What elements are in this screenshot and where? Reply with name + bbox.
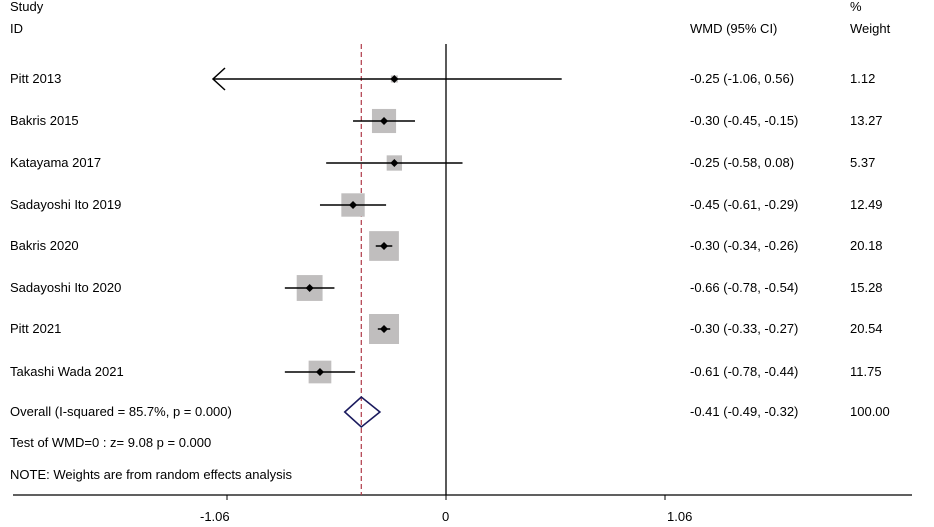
study-ci: -0.25 (-0.58, 0.08)	[690, 155, 795, 170]
overall-weight: 100.00	[850, 404, 890, 419]
study-weight: 20.18	[850, 238, 883, 253]
weights-note: NOTE: Weights are from random effects an…	[10, 467, 293, 482]
study-point-estimate	[390, 159, 399, 167]
study-id: Bakris 2015	[10, 113, 79, 128]
study-id: Pitt 2021	[10, 321, 62, 336]
ci-arrow-left	[211, 67, 226, 91]
test-statistic-label: Test of WMD=0 : z= 9.08 p = 0.000	[10, 435, 212, 450]
study-ci: -0.61 (-0.78, -0.44)	[690, 364, 799, 379]
study-id: Pitt 2013	[10, 71, 62, 86]
study-weight: 20.54	[850, 321, 883, 336]
study-point-estimate	[315, 368, 324, 376]
effect-column-header: WMD (95% CI)	[690, 21, 778, 36]
id-column-header: ID	[10, 21, 23, 36]
study-point-estimate	[349, 201, 358, 209]
study-weight: 12.49	[850, 197, 883, 212]
study-weight: 13.27	[850, 113, 883, 128]
study-id: Sadayoshi Ito 2019	[10, 197, 122, 212]
study-ci: -0.66 (-0.78, -0.54)	[690, 280, 799, 295]
study-id: Katayama 2017	[10, 155, 102, 170]
study-point-estimate	[390, 75, 399, 83]
overall-label: Overall (I-squared = 85.7%, p = 0.000)	[10, 404, 232, 419]
study-ci: -0.30 (-0.45, -0.15)	[690, 113, 799, 128]
study-point-estimate	[380, 325, 389, 333]
x-tick-label: 0	[442, 509, 450, 524]
study-ci: -0.45 (-0.61, -0.29)	[690, 197, 799, 212]
study-id: Takashi Wada 2021	[10, 364, 124, 379]
study-ci: -0.25 (-1.06, 0.56)	[690, 71, 795, 86]
overall-diamond	[343, 395, 382, 429]
study-ci: -0.30 (-0.34, -0.26)	[690, 238, 799, 253]
study-weight: 5.37	[850, 155, 876, 170]
study-weight: 15.28	[850, 280, 883, 295]
overall-ci: -0.41 (-0.49, -0.32)	[690, 404, 799, 419]
study-id: Bakris 2020	[10, 238, 79, 253]
weight-column-header: Weight	[850, 21, 891, 36]
study-point-estimate	[380, 242, 389, 250]
x-tick-label: -1.06	[200, 509, 230, 524]
study-point-estimate	[380, 117, 389, 125]
study-id: Sadayoshi Ito 2020	[10, 280, 122, 295]
x-tick-label: 1.06	[667, 509, 693, 524]
study-ci: -0.30 (-0.33, -0.27)	[690, 321, 799, 336]
percent-column-header: %	[850, 0, 862, 14]
study-weight: 11.75	[850, 364, 882, 379]
study-column-header: Study	[10, 0, 44, 14]
study-point-estimate	[305, 284, 314, 292]
study-weight: 1.12	[850, 71, 876, 86]
